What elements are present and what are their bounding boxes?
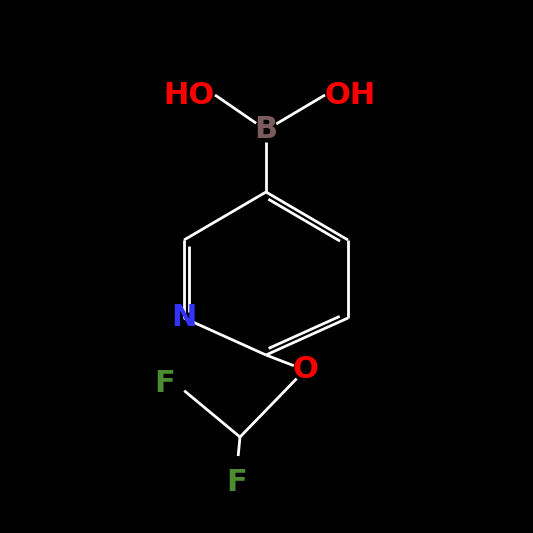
Text: F: F (227, 468, 247, 497)
Text: OH: OH (325, 80, 376, 109)
Text: F: F (154, 368, 175, 398)
Text: B: B (254, 116, 278, 144)
Text: N: N (171, 303, 197, 333)
Text: HO: HO (164, 80, 215, 109)
Text: O: O (292, 356, 318, 384)
